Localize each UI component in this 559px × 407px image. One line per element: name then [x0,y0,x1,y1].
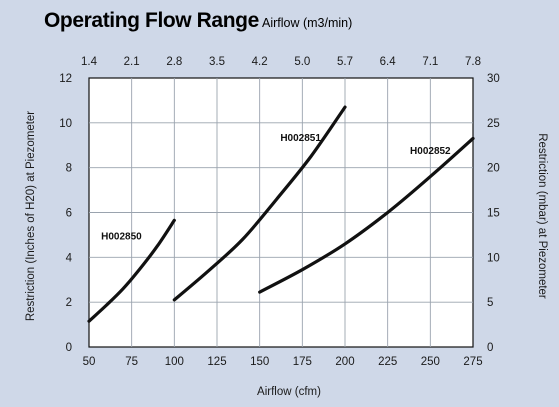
y2-tick-label: 30 [487,73,500,85]
series-labels: H002850 H002851 H002852 [101,133,451,243]
x-tick-label: 175 [293,356,312,368]
series-line-h002851 [172,105,347,302]
chart-subtitle: Airflow (m3/min) [262,16,352,30]
gridlines [89,78,473,347]
series-label: H002850 [101,231,142,242]
x2-tick-label: 5.0 [294,56,310,68]
x2-tick-label: 2.8 [166,56,182,68]
x-tick-label: 250 [421,356,440,368]
x2-tick-label: 7.8 [465,56,481,68]
x2-tick-label: 6.4 [380,56,397,68]
y2-tick-label: 25 [487,118,500,130]
y-tick-label: 0 [66,342,72,354]
x-tick-label: 50 [83,356,96,368]
y-tick-label: 4 [66,252,73,264]
x2-tick-label: 7.1 [422,56,438,68]
series-label: H002852 [410,146,451,157]
y2-tick-label: 20 [487,163,500,175]
x-tick-label: 200 [335,356,354,368]
y2-tick-label: 0 [487,342,493,354]
x2-tick-label: 5.7 [337,56,353,68]
x-tick-label: 100 [165,356,184,368]
y-tick-label: 6 [66,208,72,220]
x-tick-label: 125 [207,356,226,368]
chart-title: Operating Flow Range [44,9,259,32]
y-tick-label: 2 [66,297,72,309]
x2-tick-label: 2.1 [124,56,140,68]
y2-tick-label: 15 [487,208,500,220]
y2-tick-label: 5 [487,297,493,309]
x-tick-label: 75 [125,356,138,368]
series-curves [87,105,475,323]
y2-axis-label: Restriction (mbar) at Piezometer [536,133,548,299]
x-tick-label: 150 [250,356,269,368]
x2-tick-label: 1.4 [81,56,98,68]
x-tick-label: 275 [463,356,482,368]
x-axis-label: Airflow (cfm) [257,386,321,398]
x-tick-label: 225 [378,356,397,368]
x2-tick-label: 3.5 [209,56,225,68]
y2-tick-label: 10 [487,252,500,264]
series-label: H002851 [280,133,321,144]
y-tick-label: 12 [59,73,72,85]
y-axis-label: Restriction (Inches of H20) at Piezomete… [25,111,37,321]
y-tick-label: 10 [59,118,72,130]
y-tick-label: 8 [66,163,72,175]
series-line-h002852 [258,136,475,294]
x2-tick-label: 4.2 [252,56,268,68]
series-line-h002850 [87,218,176,323]
